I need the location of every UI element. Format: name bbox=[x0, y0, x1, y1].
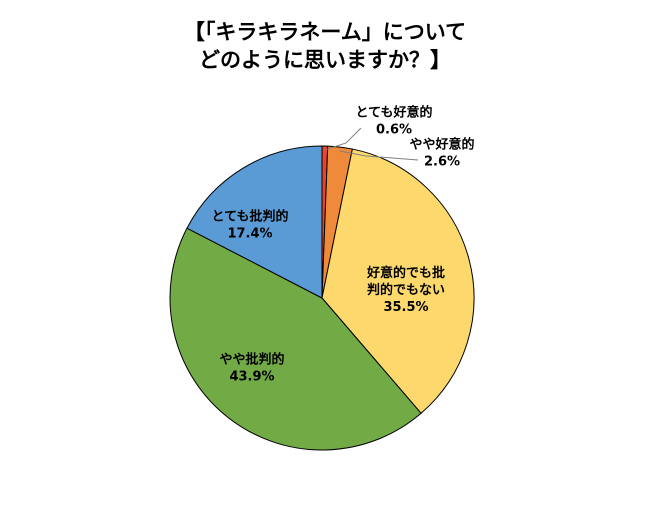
slice-label-1: やや好意的 2.6% bbox=[409, 137, 474, 170]
chart-title: 【「キラキラネーム」について どのように思いますか？】 bbox=[0, 18, 650, 74]
slice-value-2: 35.5% bbox=[383, 300, 428, 315]
slice-label-4: とても批判的 17.4% bbox=[212, 209, 289, 242]
slice-label-3: やや批判的 43.9% bbox=[219, 352, 284, 385]
leader-lines bbox=[324, 127, 419, 161]
pie-slice-4 bbox=[186, 145, 323, 299]
leader-line-0 bbox=[324, 127, 362, 151]
pie-slice-3 bbox=[169, 227, 422, 451]
slice-label-2: 好意的でも批判的でもない 35.5% bbox=[366, 265, 445, 315]
pie-slice-2 bbox=[321, 148, 475, 414]
slice-labels: とても好意的 0.6%やや好意的 2.6% 好意的でも批判的でもない 35.5% やや批判… bbox=[212, 105, 475, 385]
slice-category-1-0: やや好意的 bbox=[409, 137, 474, 153]
chart-title-line-2: どのように思いますか？】 bbox=[199, 48, 451, 72]
slice-value-0: 0.6% bbox=[376, 123, 412, 138]
slice-category-4-0: とても批判的 bbox=[212, 209, 289, 225]
slice-value-4: 17.4% bbox=[227, 227, 272, 242]
slice-label-0: とても好意的 0.6% bbox=[356, 105, 433, 138]
slice-category-2-0: 好意的でも批 bbox=[366, 265, 445, 281]
chart-title-line-1: 【「キラキラネーム」について bbox=[183, 20, 467, 44]
slice-value-3: 43.9% bbox=[229, 370, 274, 385]
leader-line-1 bbox=[339, 150, 419, 161]
pie-slices bbox=[169, 145, 475, 451]
slice-category-3-0: やや批判的 bbox=[219, 352, 284, 368]
slice-category-2-1: 判的でもない bbox=[367, 282, 445, 298]
slice-value-1: 2.6% bbox=[424, 155, 460, 170]
slice-category-0-0: とても好意的 bbox=[356, 105, 433, 121]
